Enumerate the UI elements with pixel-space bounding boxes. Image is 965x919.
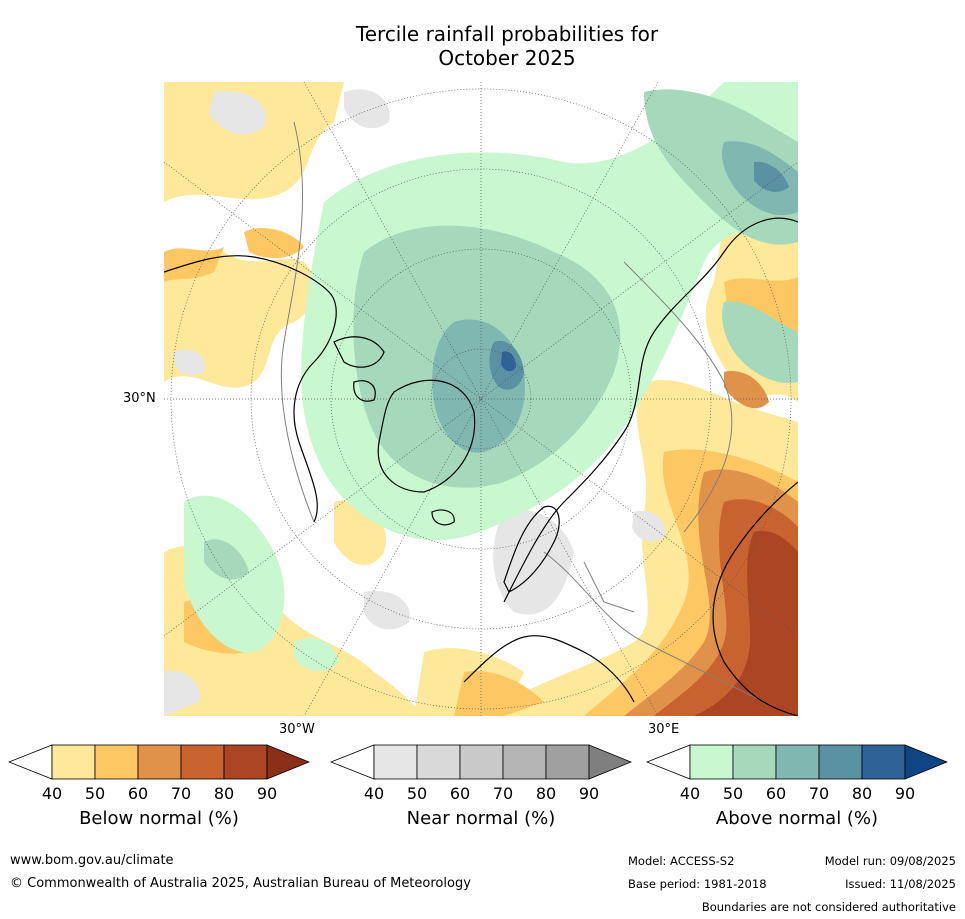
colorbar-min-arrow [646,744,691,780]
lon-label-30w: 30°W [279,722,315,737]
graticule [164,82,798,716]
lon-label-30e: 30°E [648,722,680,737]
colorbar-bin [94,744,139,780]
colorbar-min-arrow [8,744,53,780]
colorbar-bin [545,744,590,780]
legend-below-normal: 40 50 60 70 80 90 Below normal (%) [8,744,310,834]
copyright-text: © Commonwealth of Australia 2025, Austra… [10,876,471,891]
tick: 80 [213,784,235,803]
colorbar-bin [180,744,225,780]
colorbar-ticks-near: 40 50 60 70 80 90 [330,784,632,803]
colorbar-min-arrow [330,744,375,780]
model-text: Model: ACCESS-S2 [628,854,735,868]
colorbar-below-normal [8,744,310,780]
disclaimer-text: Boundaries are not considered authoritat… [701,900,956,914]
colorbar-bin [416,744,461,780]
tick: 40 [363,784,385,803]
coastlines [164,217,798,716]
map-title: Tercile rainfall probabilities for Octob… [0,22,965,70]
tick: 80 [535,784,557,803]
colorbar-max-arrow [588,744,632,780]
tick: 90 [894,784,916,803]
colorbar-bin [51,744,96,780]
tick: 50 [722,784,744,803]
website-url: www.bom.gov.au/climate [10,853,174,868]
title-line-1: Tercile rainfall probabilities for [355,22,659,46]
colorbar-max-arrow [904,744,948,780]
colorbar-bin [861,744,906,780]
below-normal-80 [694,531,798,716]
tick: 60 [449,784,471,803]
colorbar-bin [775,744,820,780]
tick: 70 [492,784,514,803]
colorbar-label-near: Near normal (%) [406,808,556,829]
map-canvas [164,82,798,716]
tick: 60 [765,784,787,803]
tick: 90 [256,784,278,803]
lat-label-30n: 30°N [123,391,156,406]
model-run-text: Model run: 09/08/2025 [824,854,956,868]
colorbar-bin [818,744,863,780]
colorbar-label-above: Above normal (%) [715,808,879,829]
legend-above-normal: 40 50 60 70 80 90 Above normal (%) [646,744,948,834]
issued-text: Issued: 11/08/2025 [845,877,956,891]
tick: 80 [851,784,873,803]
colorbar-label-below: Below normal (%) [79,808,239,829]
near-normal-shading [164,89,665,716]
tick: 50 [84,784,106,803]
country-boundaries [280,121,765,703]
colorbar-above-normal [646,744,948,780]
colorbar-ticks-above: 40 50 60 70 80 90 [646,784,948,803]
colorbar-bin [223,744,268,780]
colorbar-bin [459,744,504,780]
title-line-2: October 2025 [438,46,576,70]
probability-map [164,82,798,716]
tick: 50 [406,784,428,803]
colorbar-max-arrow [266,744,310,780]
tick: 40 [679,784,701,803]
tick: 70 [170,784,192,803]
tick: 40 [41,784,63,803]
colorbar-bin [502,744,547,780]
above-normal-80 [501,351,516,372]
colorbar-bin [732,744,777,780]
colorbar-bin [137,744,182,780]
tick: 60 [127,784,149,803]
colorbar-bin [689,744,734,780]
base-period-text: Base period: 1981-2018 [628,877,767,891]
colorbar-near-normal [330,744,632,780]
colorbar-ticks-below: 40 50 60 70 80 90 [8,784,310,803]
tick: 70 [808,784,830,803]
legend-near-normal: 40 50 60 70 80 90 Near normal (%) [330,744,632,834]
colorbar-bin [373,744,418,780]
tick: 90 [578,784,600,803]
